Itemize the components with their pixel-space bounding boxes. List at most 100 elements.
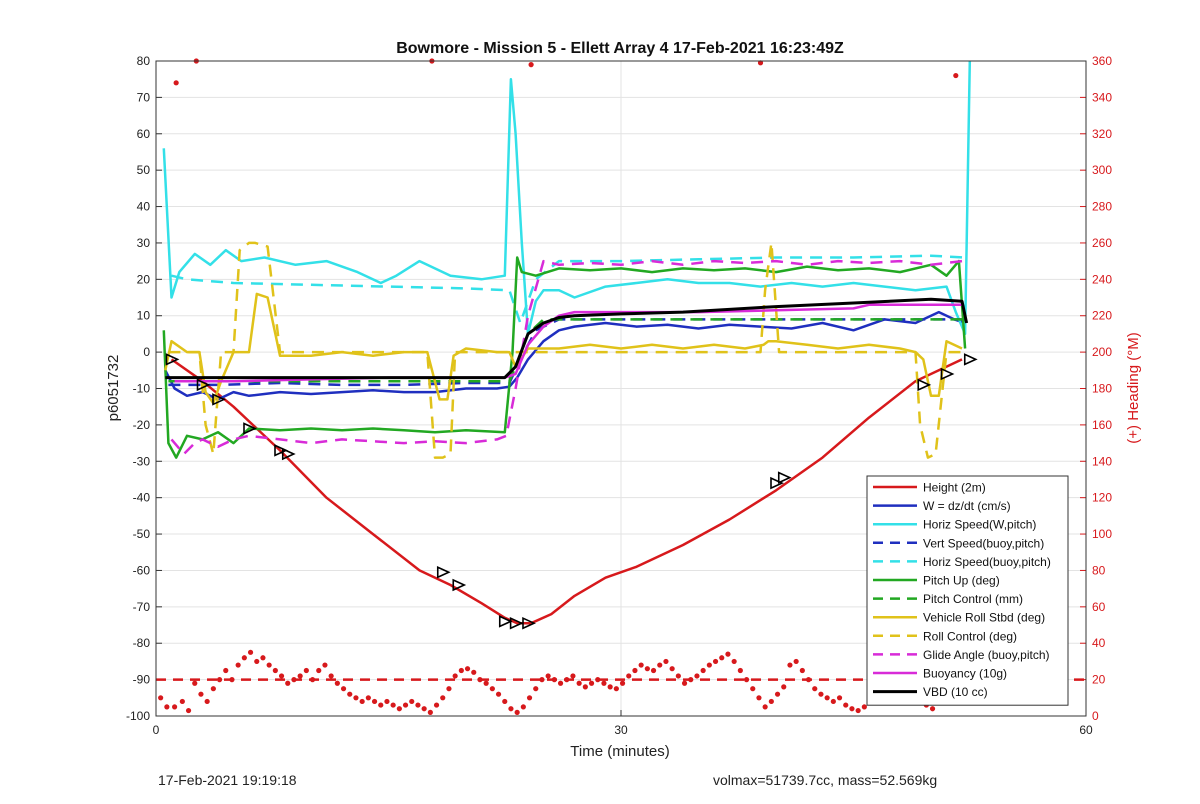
y-tick-label: 80 [137,54,151,68]
y2-tick-label: 140 [1092,454,1112,468]
heading-point [247,649,254,655]
heading-point [526,695,533,701]
y-tick-label: -70 [133,600,151,614]
heading-point [818,691,824,697]
series-line-horiz [162,60,972,336]
heading-point [781,684,787,690]
x-tick-label: 0 [153,723,160,737]
heading-point [737,667,743,674]
heading-point [582,684,588,690]
heading-point [210,686,216,692]
height-marker [917,378,932,392]
y2-tick-label: 180 [1092,382,1112,396]
y-tick-label: -20 [133,418,151,432]
heading-point [477,677,483,683]
heading-point [266,662,272,668]
right-axis: 0 20 40 60 80 100 120 140 160 180 200 220 240 260 280 3… [1080,54,1112,723]
heading-point [216,677,223,683]
y-tick-label: 0 [143,345,150,359]
legend-label-horiz: Horiz Speed(W,pitch) [923,518,1036,532]
legend-box [866,475,1069,706]
heading-point [650,667,657,674]
heading-point [192,680,198,686]
heading-point [489,686,495,692]
heading-point [757,60,764,66]
heading-point [502,698,508,705]
heading-point [849,706,855,712]
heading-point [173,80,179,86]
series-line-pitch [162,256,967,459]
series-line-rollctl [168,241,962,459]
heading-point [855,707,861,714]
heading-point [520,704,526,710]
heading-point [223,667,229,674]
y2-tick-label: 200 [1092,345,1112,359]
footer-summary: volmax=51739.7cc, mass=52.569kg [713,772,938,788]
height-marker [212,393,226,406]
heading-point [204,698,210,705]
heading-point [328,673,334,679]
y2-tick-label: 280 [1092,200,1112,214]
height-marker [963,353,978,366]
heading-point [471,669,477,675]
y2-tick-label: 320 [1092,127,1112,141]
y2-tick-label: 240 [1092,272,1112,286]
heading-point [347,691,353,697]
heading-point [508,706,514,712]
heading-point [805,677,812,683]
heading-point [371,698,378,705]
heading-point [514,709,520,715]
y-tick-label: -100 [126,709,150,723]
heading-point [528,62,534,68]
y-tick-label: -90 [133,673,151,687]
heading-point [285,680,291,686]
height-marker [498,615,513,628]
heading-point [235,662,241,668]
heading-point [390,702,396,708]
height-marker [274,444,288,457]
heading-point [278,673,285,679]
height-marker [522,616,536,630]
legend-label-pitch: Pitch Up (deg) [923,574,1000,588]
heading-point [309,677,316,683]
heading-point [334,680,340,686]
heading-point [669,666,675,672]
legend-label-vert: Vert Speed(buoy,pitch) [923,536,1044,550]
y2-tick-label: 60 [1092,600,1106,614]
heading-point [953,72,959,79]
legend-label-horiz2: Horiz Speed(buoy,pitch) [923,555,1051,569]
heading-point [774,691,781,697]
heading-point [272,667,278,674]
y2-tick-label: 160 [1092,418,1112,432]
series-line-height [170,358,963,625]
heading-point [158,695,164,701]
heading-point [551,677,557,683]
heading-point [576,680,582,686]
y2-tick-label: 220 [1092,309,1112,323]
heading-point [793,658,799,665]
heading-point [681,680,688,686]
markers [165,353,978,630]
heading-point [768,698,774,705]
y-tick-label: -10 [133,382,151,396]
heading-point [291,677,297,683]
heading-point [433,702,440,708]
height-marker [770,476,784,490]
heading-point [601,680,607,686]
y-tick-label: 60 [137,127,151,141]
y2-tick-label: 300 [1092,163,1112,177]
height-marker [940,367,955,381]
heading-point [384,698,390,705]
heading-point [179,698,185,705]
heading-point [787,662,793,668]
heading-point [359,698,365,705]
heading-point [607,684,613,690]
heading-point [706,662,712,668]
height-marker [509,616,524,630]
series-line-vbd [165,297,969,380]
y2-tick-label: 360 [1092,54,1112,68]
x-tick-label: 30 [614,723,628,737]
heading-point [539,677,545,683]
y2-tick-label: 20 [1092,673,1106,687]
legend-label-w: W = dz/dt (cm/s) [923,499,1011,513]
